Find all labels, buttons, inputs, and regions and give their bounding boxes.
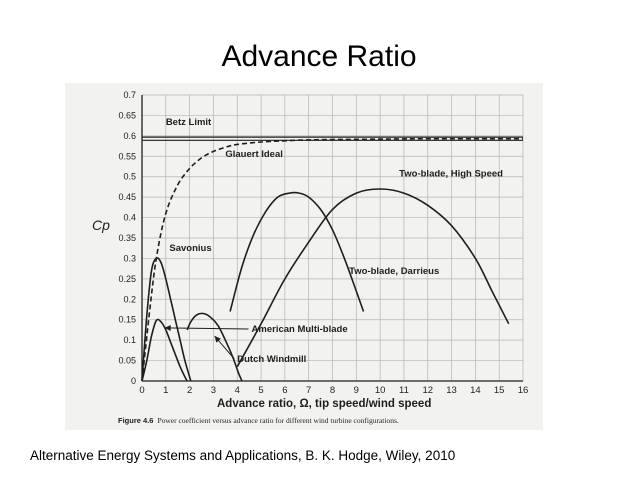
savonius-line (141, 257, 192, 382)
two-blade-high-speed-line (236, 188, 510, 368)
series-lines (141, 136, 524, 382)
series-labels: Betz Limit Glauert Ideal Savonius American … (164, 117, 503, 365)
y-tick-label: 0.3 (123, 253, 136, 263)
x-tick-label: 1 (163, 385, 168, 396)
x-tick-label: 8 (330, 385, 335, 396)
x-tick-label: 14 (470, 385, 481, 396)
cp-vs-advance-ratio-chart: 0 0.05 0.1 0.15 0.2 0.25 0.3 0.35 0.4 0.45 0.5 0.55… (92, 90, 528, 425)
x-tick-label: 15 (494, 385, 505, 396)
x-tick-label: 7 (306, 385, 311, 396)
x-tick-label: 6 (282, 385, 287, 396)
x-tick-label: 0 (139, 385, 144, 396)
x-tick-label: 10 (375, 385, 386, 396)
american-multi-blade-arrowhead (164, 325, 171, 331)
y-tick-label: 0.35 (118, 233, 136, 243)
figure-caption: Figure 4.6 Power coefficient versus advan… (118, 416, 399, 425)
x-tick-label: 2 (187, 385, 192, 396)
dutch-windmill-label: Dutch Windmill (237, 354, 306, 365)
two-blade-high-speed-label: Two-blade, High Speed (399, 169, 503, 180)
glauert-ideal-line (141, 137, 524, 382)
two-blade-darrieus-line (229, 191, 365, 312)
x-tick-label: 12 (422, 385, 433, 396)
y-axis-label: Cp (92, 217, 110, 233)
y-tick-label: 0.7 (123, 90, 136, 100)
american-multi-blade-label: American Multi-blade (252, 324, 348, 335)
dutch-windmill-arrowhead (214, 336, 221, 343)
y-tick-label: 0.5 (123, 172, 136, 182)
y-tick-label: 0.15 (118, 315, 136, 325)
y-tick-label: 0.1 (123, 335, 136, 345)
x-tick-label: 5 (258, 385, 263, 396)
y-tick-label: 0 (131, 376, 136, 386)
y-tick-label: 0.45 (118, 192, 136, 202)
axes (141, 95, 523, 382)
x-axis-label: Advance ratio, Ω, tip speed/wind speed (217, 398, 431, 410)
grid-lines (142, 94, 524, 381)
american-multi-blade-line (141, 318, 188, 382)
figure-caption-label: Figure 4.6 (118, 416, 153, 425)
savonius-label: Savonius (169, 243, 211, 254)
y-tick-labels: 0 0.05 0.1 0.15 0.2 0.25 0.3 0.35 0.4 0.45 0.5 0.55… (118, 90, 136, 386)
y-tick-label: 0.25 (118, 274, 136, 284)
y-tick-label: 0.05 (118, 356, 136, 366)
x-tick-label: 11 (399, 385, 409, 396)
american-multi-blade-arrow-line (164, 327, 249, 330)
x-tick-label: 13 (446, 385, 457, 396)
betz-limit-label: Betz Limit (166, 117, 212, 128)
glauert-ideal-label: Glauert Ideal (225, 149, 283, 160)
figure-caption-text: Power coefficient versus advance ratio f… (157, 416, 398, 425)
y-tick-label: 0.2 (123, 294, 136, 304)
y-tick-label: 0.4 (123, 213, 136, 223)
x-tick-labels: 0 1 2 3 4 5 6 7 8 9 10 11 12 13 14 15 16 (139, 385, 528, 396)
source-caption: Alternative Energy Systems and Applicati… (30, 448, 456, 463)
x-tick-label: 9 (354, 385, 359, 396)
x-tick-label: 3 (211, 385, 216, 396)
slide-title: Advance Ratio (221, 40, 417, 73)
two-blade-darrieus-label: Two-blade, Darrieus (349, 266, 439, 277)
y-tick-label: 0.55 (118, 151, 136, 161)
x-tick-label: 16 (518, 385, 529, 396)
y-tick-label: 0.6 (123, 131, 136, 141)
x-tick-label: 4 (235, 385, 240, 396)
dutch-windmill-line (186, 312, 243, 382)
y-tick-label: 0.65 (118, 110, 136, 120)
